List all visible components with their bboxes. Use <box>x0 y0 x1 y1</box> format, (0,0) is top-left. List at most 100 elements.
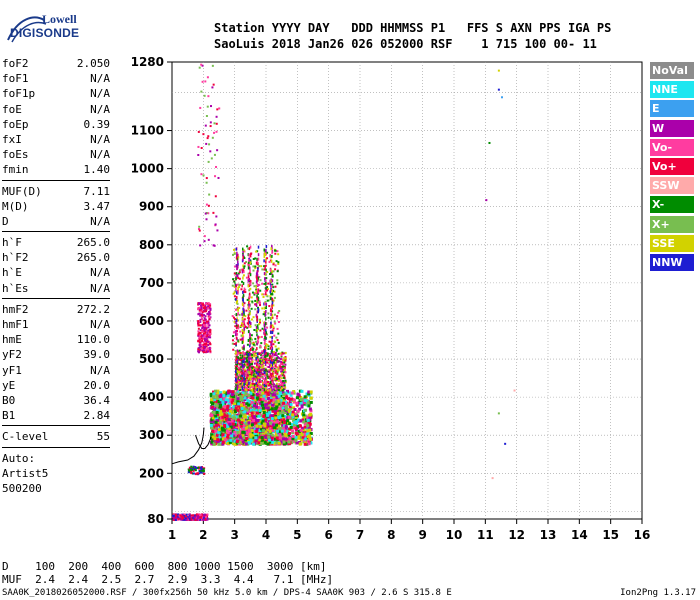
echo-point <box>279 358 282 361</box>
echo-point <box>257 374 260 377</box>
echo-point <box>238 371 241 374</box>
echo-point <box>271 352 274 356</box>
echo-point <box>238 419 242 423</box>
echo-point <box>263 282 266 285</box>
echo-point <box>306 424 310 428</box>
echo-point <box>213 244 216 247</box>
echo-point <box>244 315 247 318</box>
echo-point <box>249 395 253 399</box>
echo-point <box>260 363 263 366</box>
echo-point <box>190 470 193 473</box>
echo-point <box>269 377 272 380</box>
echo-point <box>257 358 259 362</box>
echo-point <box>202 350 205 353</box>
echo-point <box>245 351 248 354</box>
echo-point <box>303 432 307 436</box>
echo-point <box>225 414 229 418</box>
echo-point <box>255 285 258 289</box>
echo-point <box>288 413 292 417</box>
echo-point <box>249 424 253 428</box>
echo-point <box>257 290 260 294</box>
echo-point <box>185 513 188 516</box>
echo-point <box>228 440 232 444</box>
echo-point <box>261 391 265 395</box>
echo-point <box>284 363 287 366</box>
echo-point <box>262 381 265 384</box>
echo-point <box>248 432 252 436</box>
echo-point <box>264 362 267 366</box>
echo-point <box>242 301 245 305</box>
echo-point <box>234 419 238 423</box>
param-value: N/A <box>90 363 110 377</box>
echo-point <box>255 369 258 372</box>
echo-point <box>269 295 272 298</box>
echo-point <box>263 409 267 413</box>
echo-point <box>243 320 245 324</box>
echo-point <box>237 350 240 353</box>
echo-point <box>256 315 259 319</box>
echo-point <box>244 291 247 294</box>
param-separator <box>2 296 110 299</box>
echo-point <box>270 364 273 367</box>
echo-point <box>240 413 244 417</box>
echo-point <box>243 407 247 411</box>
echo-point <box>257 371 260 374</box>
echo-point <box>266 396 270 400</box>
echo-point <box>267 384 270 387</box>
echo-point <box>273 411 277 415</box>
echo-point <box>273 393 277 397</box>
echo-point <box>247 262 250 266</box>
echo-point <box>247 376 250 380</box>
echo-point <box>233 391 237 395</box>
echo-point <box>266 344 269 347</box>
echo-point <box>172 517 175 520</box>
echo-point <box>265 368 267 372</box>
echo-point <box>272 343 275 346</box>
echo-point <box>259 404 263 408</box>
echo-point <box>274 268 277 271</box>
echo-point <box>286 397 290 401</box>
echo-point <box>260 335 263 338</box>
echo-point <box>263 360 266 363</box>
echo-point <box>257 372 259 376</box>
echo-point <box>254 389 257 392</box>
echo-point <box>256 418 260 422</box>
echo-point <box>268 375 271 378</box>
echo-point <box>242 351 244 355</box>
y-tick-label: 1100 <box>131 124 164 138</box>
echo-point <box>244 442 248 446</box>
echo-point <box>232 335 235 338</box>
echo-point <box>280 440 284 444</box>
echo-point <box>249 311 251 315</box>
echo-point <box>268 370 271 373</box>
echo-point <box>279 383 282 386</box>
param-name: fxI <box>2 132 22 146</box>
echo-point <box>207 135 210 138</box>
echo-point <box>177 516 180 519</box>
echo-point <box>199 320 202 323</box>
echo-point <box>235 318 238 322</box>
echo-point <box>264 346 266 350</box>
echo-point <box>253 373 256 376</box>
param-row: h`F 265.0 <box>2 235 110 250</box>
echo-point <box>252 343 255 346</box>
echo-point <box>268 407 272 411</box>
echo-point <box>270 414 274 418</box>
echo-point <box>213 407 217 411</box>
echo-point <box>277 417 281 421</box>
echo-point <box>265 322 268 326</box>
echo-point <box>249 261 252 265</box>
echo-point <box>239 325 242 328</box>
echo-point <box>209 121 212 124</box>
echo-point <box>212 422 216 426</box>
echo-point <box>204 331 207 334</box>
echo-point <box>278 411 282 415</box>
echo-point <box>271 297 274 301</box>
echo-point <box>257 360 259 364</box>
echo-point <box>237 357 240 360</box>
echo-point <box>207 326 210 329</box>
echo-point <box>208 317 211 320</box>
echo-point <box>262 360 265 363</box>
echo-point <box>197 339 200 342</box>
echo-point <box>200 310 203 313</box>
